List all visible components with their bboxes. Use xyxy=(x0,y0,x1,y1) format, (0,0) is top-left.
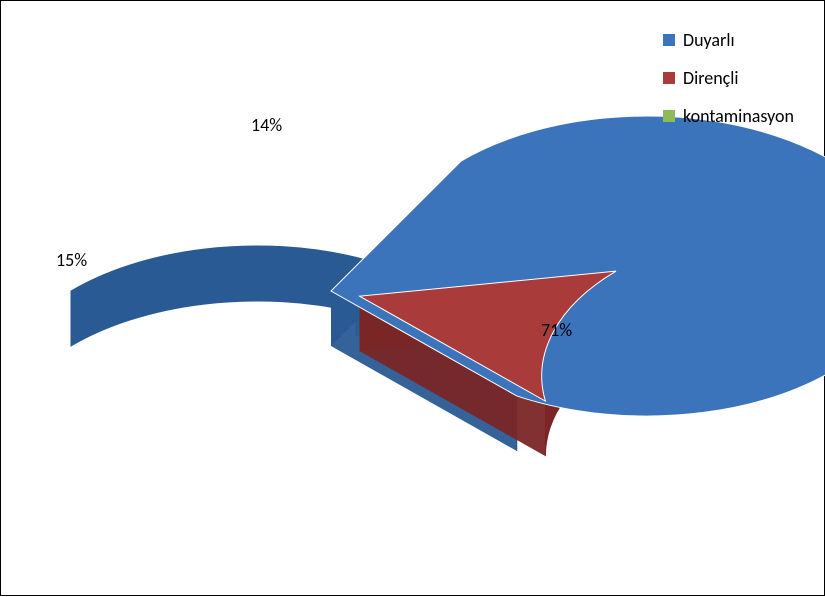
slice-label-direncli: 15% xyxy=(56,249,87,271)
chart-container: Duyarlı Dirençli kontaminasyon 71% 15% 14% xyxy=(0,0,825,596)
legend-item: Dirençli xyxy=(663,67,794,89)
slice-label-kontaminasyon: 14% xyxy=(251,114,282,136)
legend-label: Dirençli xyxy=(683,67,739,89)
legend-label: Duyarlı xyxy=(683,29,735,51)
legend-swatch xyxy=(663,72,675,84)
slice-label-duyarli: 71% xyxy=(541,319,572,341)
legend-swatch xyxy=(663,34,675,46)
legend-item: kontaminasyon xyxy=(663,105,794,127)
legend-item: Duyarlı xyxy=(663,29,794,51)
legend: Duyarlı Dirençli kontaminasyon xyxy=(663,29,794,143)
legend-label: kontaminasyon xyxy=(683,105,794,127)
legend-swatch xyxy=(663,110,675,122)
